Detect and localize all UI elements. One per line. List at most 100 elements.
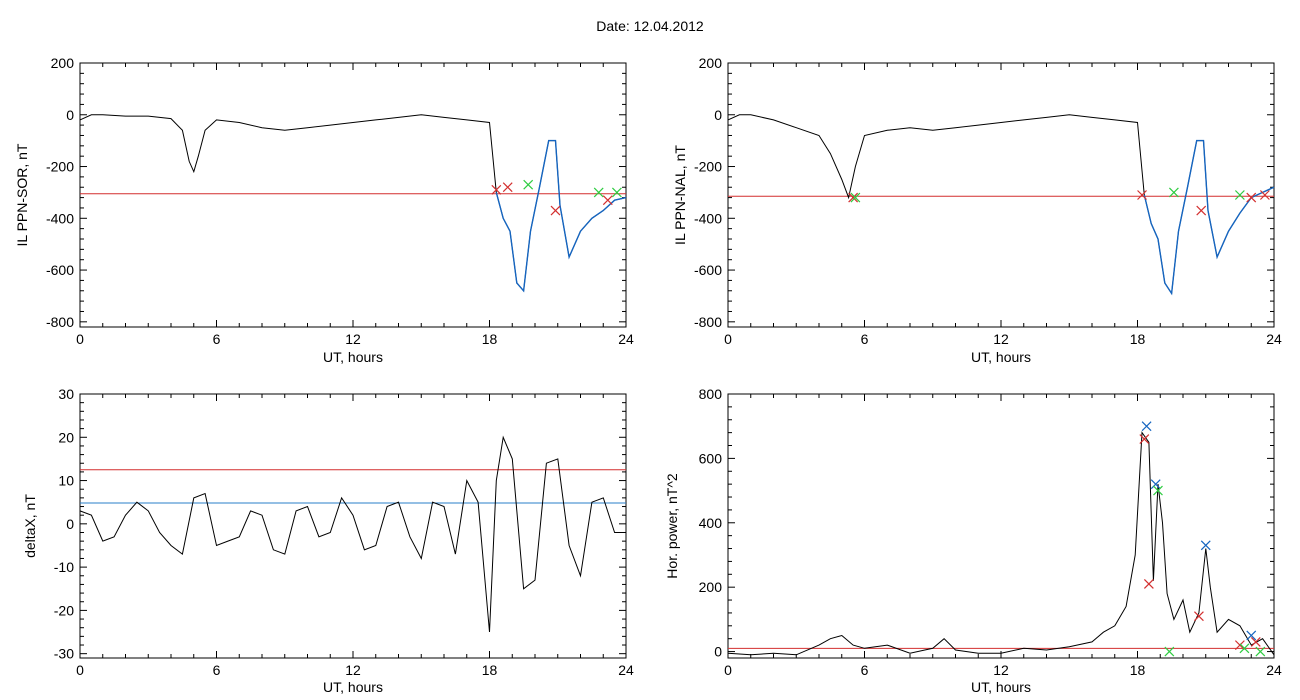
cross-marker bbox=[1141, 421, 1152, 432]
series-line bbox=[727, 431, 1275, 656]
y-tick-label: -800 bbox=[46, 314, 74, 330]
cross-marker-stroke bbox=[1234, 190, 1245, 200]
cross-marker bbox=[502, 182, 513, 193]
cross-marker bbox=[1137, 190, 1147, 200]
cross-marker-stroke bbox=[1200, 540, 1211, 551]
y-tick-label: -200 bbox=[694, 159, 722, 175]
xlabel: UT, hours bbox=[971, 349, 1031, 365]
cross-marker-stroke bbox=[523, 179, 534, 190]
y-tick-label: 10 bbox=[58, 473, 74, 489]
x-tick-label: 6 bbox=[213, 331, 221, 347]
y-tick-label: 0 bbox=[714, 644, 722, 660]
series-line bbox=[79, 435, 626, 633]
xlabel: UT, hours bbox=[323, 349, 383, 365]
y-tick-label: 200 bbox=[699, 579, 723, 595]
cross-marker-stroke bbox=[1239, 643, 1250, 654]
plot-frame bbox=[727, 393, 1275, 659]
cross-marker-stroke bbox=[1137, 190, 1147, 200]
cross-marker-stroke bbox=[1141, 421, 1152, 432]
y-tick-label: -800 bbox=[694, 314, 722, 330]
ylabel: IL PPN-SOR, nT bbox=[14, 143, 30, 246]
y-tick-label: 30 bbox=[58, 386, 74, 402]
cross-marker bbox=[1200, 540, 1211, 551]
panel-deltax: 0 6 12 18 24 30 20 10 0 -10 -20 -30 UT, hours delta… bbox=[22, 386, 634, 695]
series-group: 0 6 12 18 24 200 0 -200 -400 -600 -800 bbox=[46, 55, 634, 347]
cross-marker-stroke bbox=[550, 205, 561, 216]
highlight-series-line bbox=[1143, 139, 1275, 296]
plot-frame bbox=[79, 393, 627, 659]
cross-marker bbox=[1139, 434, 1150, 444]
cross-marker-stroke bbox=[1153, 485, 1163, 496]
cross-marker bbox=[1255, 646, 1266, 657]
cross-marker-stroke bbox=[1139, 434, 1150, 444]
y-tick-label: 200 bbox=[699, 55, 723, 71]
cross-marker bbox=[611, 187, 622, 198]
plot-frame bbox=[79, 62, 627, 328]
cross-marker-stroke bbox=[1196, 205, 1207, 216]
y-tick-label: -400 bbox=[46, 210, 74, 226]
y-tick-label: 400 bbox=[699, 515, 723, 531]
y-tick-label: 200 bbox=[51, 55, 75, 71]
panel-sor: 0 6 12 18 24 200 0 -200 -400 -600 -800 UT, hours I… bbox=[14, 55, 634, 365]
y-tick-label: -30 bbox=[54, 646, 74, 662]
y-tick-label: -20 bbox=[54, 602, 74, 618]
ylabel: deltaX, nT bbox=[22, 494, 38, 558]
ylabel: IL PPN-NAL, nT bbox=[672, 145, 688, 245]
xlabel: UT, hours bbox=[971, 679, 1031, 695]
cross-marker bbox=[1196, 205, 1207, 216]
x-tick-label: 6 bbox=[213, 662, 221, 678]
x-tick-label: 12 bbox=[345, 331, 361, 347]
cross-marker bbox=[1246, 630, 1257, 641]
cross-marker-stroke bbox=[593, 187, 604, 198]
cross-marker-stroke bbox=[1259, 190, 1270, 200]
cross-marker-stroke bbox=[491, 184, 502, 195]
x-tick-label: 0 bbox=[724, 331, 732, 347]
cross-marker bbox=[1194, 611, 1204, 622]
plot-frame bbox=[727, 62, 1275, 328]
y-tick-label: -200 bbox=[46, 159, 74, 175]
x-tick-label: 18 bbox=[482, 331, 498, 347]
x-tick-label: 6 bbox=[861, 331, 869, 347]
y-tick-label: 0 bbox=[714, 107, 722, 123]
cross-marker-stroke bbox=[1234, 640, 1245, 651]
y-tick-label: -600 bbox=[694, 262, 722, 278]
series-group: 0 6 12 18 24 30 20 10 0 -10 -20 -30 bbox=[54, 386, 634, 678]
xlabel: UT, hours bbox=[323, 679, 383, 695]
cross-marker bbox=[602, 195, 613, 206]
cross-marker-stroke bbox=[848, 192, 859, 203]
cross-marker-stroke bbox=[1164, 646, 1175, 657]
cross-marker-stroke bbox=[611, 187, 622, 198]
cross-marker bbox=[1150, 479, 1161, 490]
cross-marker bbox=[850, 192, 861, 203]
y-tick-label: 0 bbox=[66, 107, 74, 123]
x-tick-label: 24 bbox=[618, 331, 634, 347]
y-tick-label: -400 bbox=[694, 210, 722, 226]
x-tick-label: 24 bbox=[618, 662, 634, 678]
cross-marker bbox=[1259, 190, 1270, 200]
cross-marker-stroke bbox=[1194, 611, 1204, 622]
cross-marker-stroke bbox=[1255, 646, 1266, 657]
y-tick-label: 800 bbox=[699, 386, 723, 402]
cross-marker bbox=[1234, 640, 1245, 651]
x-tick-label: 18 bbox=[1130, 662, 1146, 678]
series-group: 0 6 12 18 24 200 0 -200 -400 -600 -800 bbox=[694, 55, 1282, 347]
cross-marker bbox=[550, 205, 561, 216]
cross-marker bbox=[848, 192, 859, 203]
x-tick-label: 24 bbox=[1266, 662, 1282, 678]
highlight-series-line bbox=[495, 139, 627, 293]
cross-marker-stroke bbox=[1143, 579, 1154, 589]
x-tick-label: 6 bbox=[861, 662, 869, 678]
cross-marker-stroke bbox=[1150, 479, 1161, 490]
series-group: 0 6 12 18 24 800 600 400 200 0 bbox=[699, 386, 1282, 678]
x-tick-label: 0 bbox=[76, 331, 84, 347]
cross-marker-stroke bbox=[1246, 192, 1257, 203]
cross-marker-stroke bbox=[502, 182, 513, 193]
cross-marker-stroke bbox=[850, 192, 861, 203]
cross-marker bbox=[523, 179, 534, 190]
cross-marker bbox=[1246, 192, 1257, 203]
y-tick-label: -10 bbox=[54, 559, 74, 575]
panel-nal: 0 6 12 18 24 200 0 -200 -400 -600 -800 UT, hours I… bbox=[672, 55, 1282, 365]
cross-marker bbox=[1153, 485, 1163, 496]
x-tick-label: 18 bbox=[482, 662, 498, 678]
y-tick-label: 600 bbox=[699, 450, 723, 466]
